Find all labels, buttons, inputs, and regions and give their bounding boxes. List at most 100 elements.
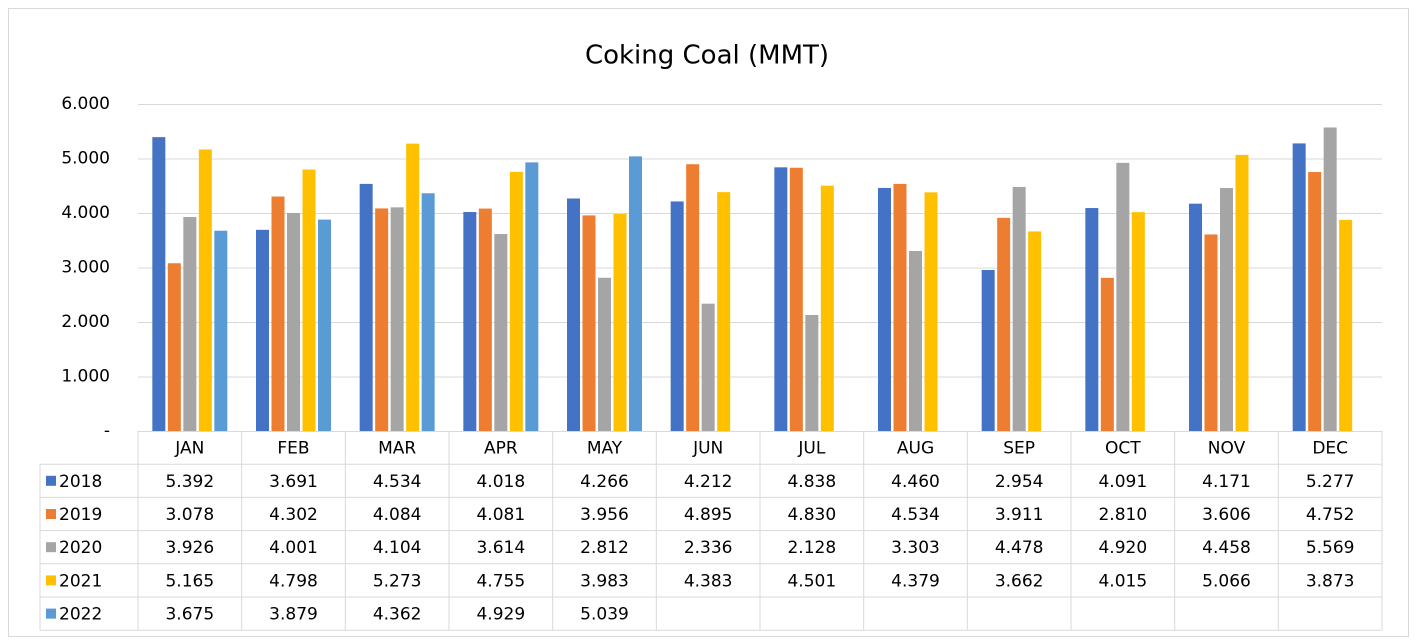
- table-value: 4.379: [891, 571, 940, 591]
- bar: [375, 208, 389, 431]
- table-value: 4.838: [787, 472, 836, 492]
- y-tick-label: -: [104, 421, 110, 441]
- bar: [302, 169, 316, 431]
- bar: [359, 183, 373, 431]
- legend-swatch: [46, 575, 56, 586]
- table-value: 4.895: [684, 505, 733, 525]
- table-value: 3.983: [580, 571, 629, 591]
- bar: [909, 250, 922, 431]
- bar: [1292, 143, 1306, 431]
- x-tick-label: NOV: [1208, 439, 1246, 459]
- table-value: 3.911: [995, 505, 1044, 525]
- table-value: 2.336: [684, 538, 733, 558]
- x-tick-label: FEB: [277, 439, 309, 459]
- bar: [1189, 203, 1202, 431]
- table-value: 5.569: [1306, 538, 1355, 558]
- bar: [567, 198, 580, 431]
- bar: [997, 217, 1011, 431]
- table-value: 4.091: [1098, 472, 1147, 492]
- bar: [525, 162, 539, 431]
- bar: [1235, 154, 1249, 431]
- table-value: 4.501: [787, 571, 836, 591]
- bar: [183, 217, 197, 431]
- table-value: 4.383: [684, 571, 733, 591]
- bar: [1220, 188, 1233, 431]
- bar: [198, 149, 212, 431]
- bar: [924, 192, 938, 431]
- table-value: 3.675: [165, 605, 214, 625]
- table-value: 3.606: [1202, 505, 1251, 525]
- bar: [271, 196, 285, 431]
- bar: [509, 171, 523, 432]
- table-value: 4.266: [580, 472, 629, 492]
- table-value: 4.171: [1202, 472, 1251, 492]
- table-value: 3.879: [269, 605, 318, 625]
- table-value: 5.273: [373, 571, 422, 591]
- table-value: 3.873: [1306, 571, 1355, 591]
- bar: [167, 263, 181, 431]
- bar: [318, 219, 331, 431]
- y-tick-label: 1.000: [61, 367, 110, 387]
- bar: [893, 183, 907, 431]
- table-value: 4.362: [373, 605, 422, 625]
- table-value: 3.956: [580, 505, 629, 525]
- bar: [390, 207, 404, 431]
- table-value: 5.066: [1202, 571, 1251, 591]
- bar: [686, 164, 700, 431]
- legend-swatch: [46, 608, 56, 619]
- bar: [1085, 208, 1099, 431]
- bar: [287, 212, 300, 431]
- table-value: 4.015: [1098, 571, 1147, 591]
- table-value: 3.926: [165, 538, 214, 558]
- y-tick-label: 4.000: [61, 203, 110, 223]
- bar: [613, 213, 627, 431]
- table-value: 2.812: [580, 538, 629, 558]
- x-tick-label: AUG: [897, 439, 934, 459]
- legend-label: 2020: [59, 538, 102, 558]
- y-tick-label: 3.000: [61, 258, 110, 278]
- bar: [878, 187, 891, 431]
- x-tick-label: JAN: [174, 439, 204, 459]
- table-value: 5.165: [165, 571, 214, 591]
- table-value: 4.798: [269, 571, 318, 591]
- table-value: 3.614: [476, 538, 525, 558]
- table-value: 4.084: [373, 505, 422, 525]
- table-value: 4.001: [269, 538, 318, 558]
- table-value: 4.212: [684, 472, 733, 492]
- bar: [478, 208, 492, 431]
- x-tick-label: JUL: [797, 439, 825, 459]
- bar: [629, 156, 642, 431]
- bar: [789, 167, 803, 431]
- bar: [494, 234, 508, 431]
- table-value: 3.662: [995, 571, 1044, 591]
- x-tick-label: JUN: [692, 439, 723, 459]
- y-tick-label: 5.000: [61, 149, 110, 169]
- bar: [1323, 127, 1337, 431]
- bar: [981, 270, 995, 431]
- legend-label: 2018: [59, 472, 102, 492]
- legend-label: 2022: [59, 605, 102, 625]
- table-value: 5.039: [580, 605, 629, 625]
- table-value: 4.478: [995, 538, 1044, 558]
- legend-swatch: [46, 542, 56, 553]
- bar: [701, 303, 715, 431]
- table-value: 4.534: [891, 505, 940, 525]
- table-value: 4.920: [1098, 538, 1147, 558]
- bar: [406, 143, 420, 431]
- table-value: 4.458: [1202, 538, 1251, 558]
- legend-swatch: [46, 475, 56, 486]
- table-value: 2.954: [995, 472, 1044, 492]
- table-value: 4.752: [1306, 505, 1355, 525]
- bar: [1028, 231, 1042, 431]
- table-value: 2.810: [1098, 505, 1147, 525]
- bar: [1131, 212, 1145, 431]
- x-tick-label: MAR: [378, 439, 416, 459]
- bar: [670, 201, 684, 431]
- table-value: 5.277: [1306, 472, 1355, 492]
- bar: [1100, 277, 1114, 431]
- table-value: 4.830: [787, 505, 836, 525]
- x-tick-label: SEP: [1003, 439, 1035, 459]
- bar: [152, 137, 166, 432]
- x-tick-label: APR: [484, 439, 518, 459]
